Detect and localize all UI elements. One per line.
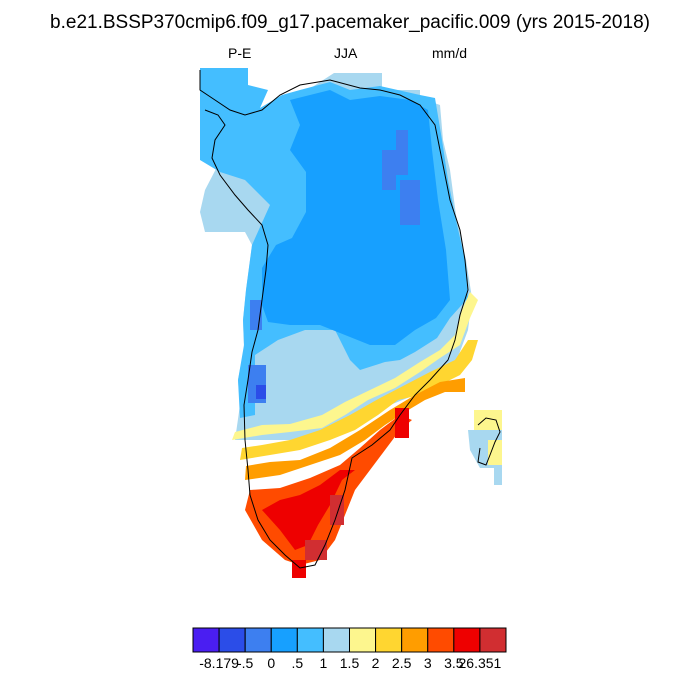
colorbar-tick-label: 0 [267,655,276,671]
colorbar-swatch [479,627,507,653]
field-cell-dark-blue [400,180,420,225]
units-label: mm/d [432,45,467,61]
field-cell-dark-blue [382,150,396,190]
colorbar-swatch [349,627,377,653]
colorbar-tick-label: 2.5 [391,655,412,671]
colorbar-swatch [296,627,324,653]
colorbar-tick-label: 2 [371,655,380,671]
field-cell-island-yellow [474,410,502,430]
colorbar-tick-label: -.5 [236,655,254,671]
colorbar-tick-label: 26.351 [458,655,502,671]
colorbar-swatch [218,627,246,653]
colorbar-swatch [270,627,298,653]
colorbar-tick-label: 1 [319,655,328,671]
field-region-orange [245,378,465,480]
colorbar-swatch [192,627,220,653]
colorbar-tick-label: -8.179 [199,655,239,671]
season-label: JJA [334,45,358,61]
field-cell-dark-red [305,540,327,560]
plot-title: b.e21.BSSP370cmip6.f09_g17.pacemaker_pac… [50,12,650,33]
field-cell-red [395,408,409,438]
field-cell-dark-blue [396,130,408,175]
colorbar-tick-label: 1.5 [339,655,360,671]
field-cell-darker-blue [256,385,266,399]
coastline [199,70,501,569]
colorbar-swatch [322,627,350,653]
field-cells [200,68,502,578]
colorbar-swatch [427,627,455,653]
colorbar-swatch [375,627,403,653]
field-region-red [262,470,355,550]
colorbar-swatch [244,627,272,653]
field-region-gold [240,340,478,460]
variable-label: P-E [228,45,252,61]
colorbar-tick-label: 3 [423,655,432,671]
colorbar-swatch [401,627,429,653]
colorbar-tick-label: .5 [291,655,304,671]
field-cell-island-yellow [488,440,502,465]
colorbar-swatch [453,627,481,653]
colorbar-tick-label: 3.5 [444,655,464,671]
